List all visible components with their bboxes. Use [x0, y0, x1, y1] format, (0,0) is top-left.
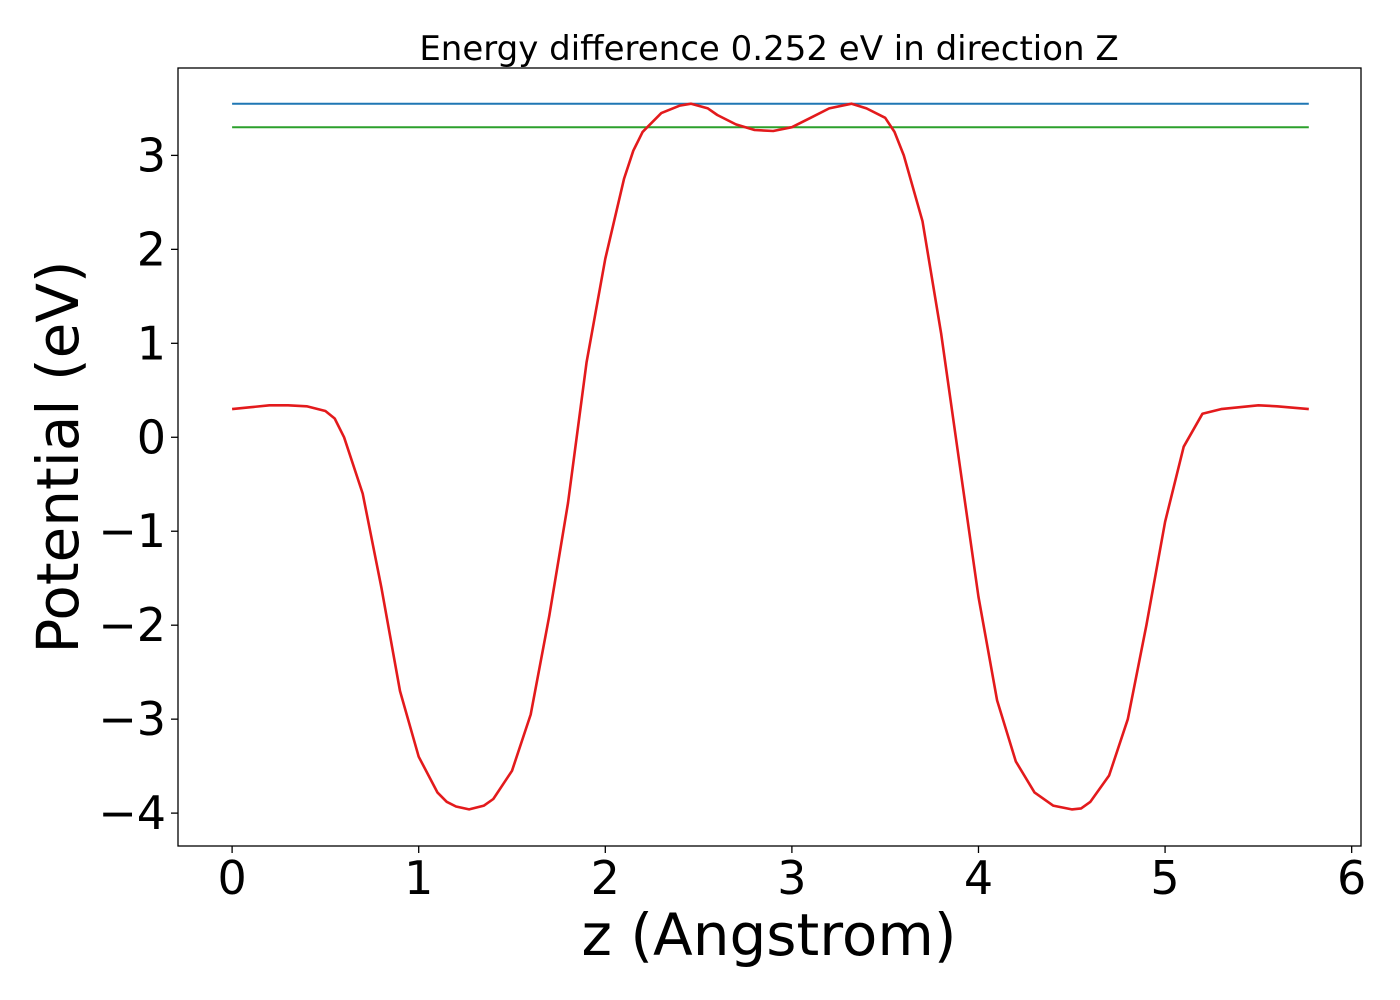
x-tick-label: 5	[1150, 851, 1179, 905]
y-axis-label: Potential (eV)	[24, 260, 92, 653]
series-layer	[231, 102, 1309, 811]
x-axis: 0 1 2 3 4 5 6	[217, 846, 1366, 905]
plot-frame	[177, 67, 1362, 847]
x-tick-label: 6	[1337, 851, 1366, 905]
x-tick-label: 3	[777, 851, 806, 905]
x-axis-label: z (Angstrom)	[582, 901, 957, 969]
y-axis: −4 −3 −2 −1 0 1 2 3	[98, 128, 178, 840]
y-tick-label: −4	[98, 786, 166, 840]
y-tick-label: −1	[98, 504, 166, 558]
y-tick-label: 3	[137, 128, 166, 182]
x-tick-label: 4	[964, 851, 993, 905]
series-line-2	[231, 102, 1309, 811]
x-tick-label: 0	[217, 851, 246, 905]
x-tick-label: 2	[591, 851, 620, 905]
x-tick-label: 1	[404, 851, 433, 905]
y-tick-label: 2	[137, 222, 166, 276]
y-tick-label: 1	[137, 316, 166, 370]
y-tick-label: −3	[98, 692, 166, 746]
y-tick-label: 0	[137, 410, 166, 464]
y-tick-label: −2	[98, 598, 166, 652]
chart-title: Energy difference 0.252 eV in direction …	[419, 29, 1118, 69]
